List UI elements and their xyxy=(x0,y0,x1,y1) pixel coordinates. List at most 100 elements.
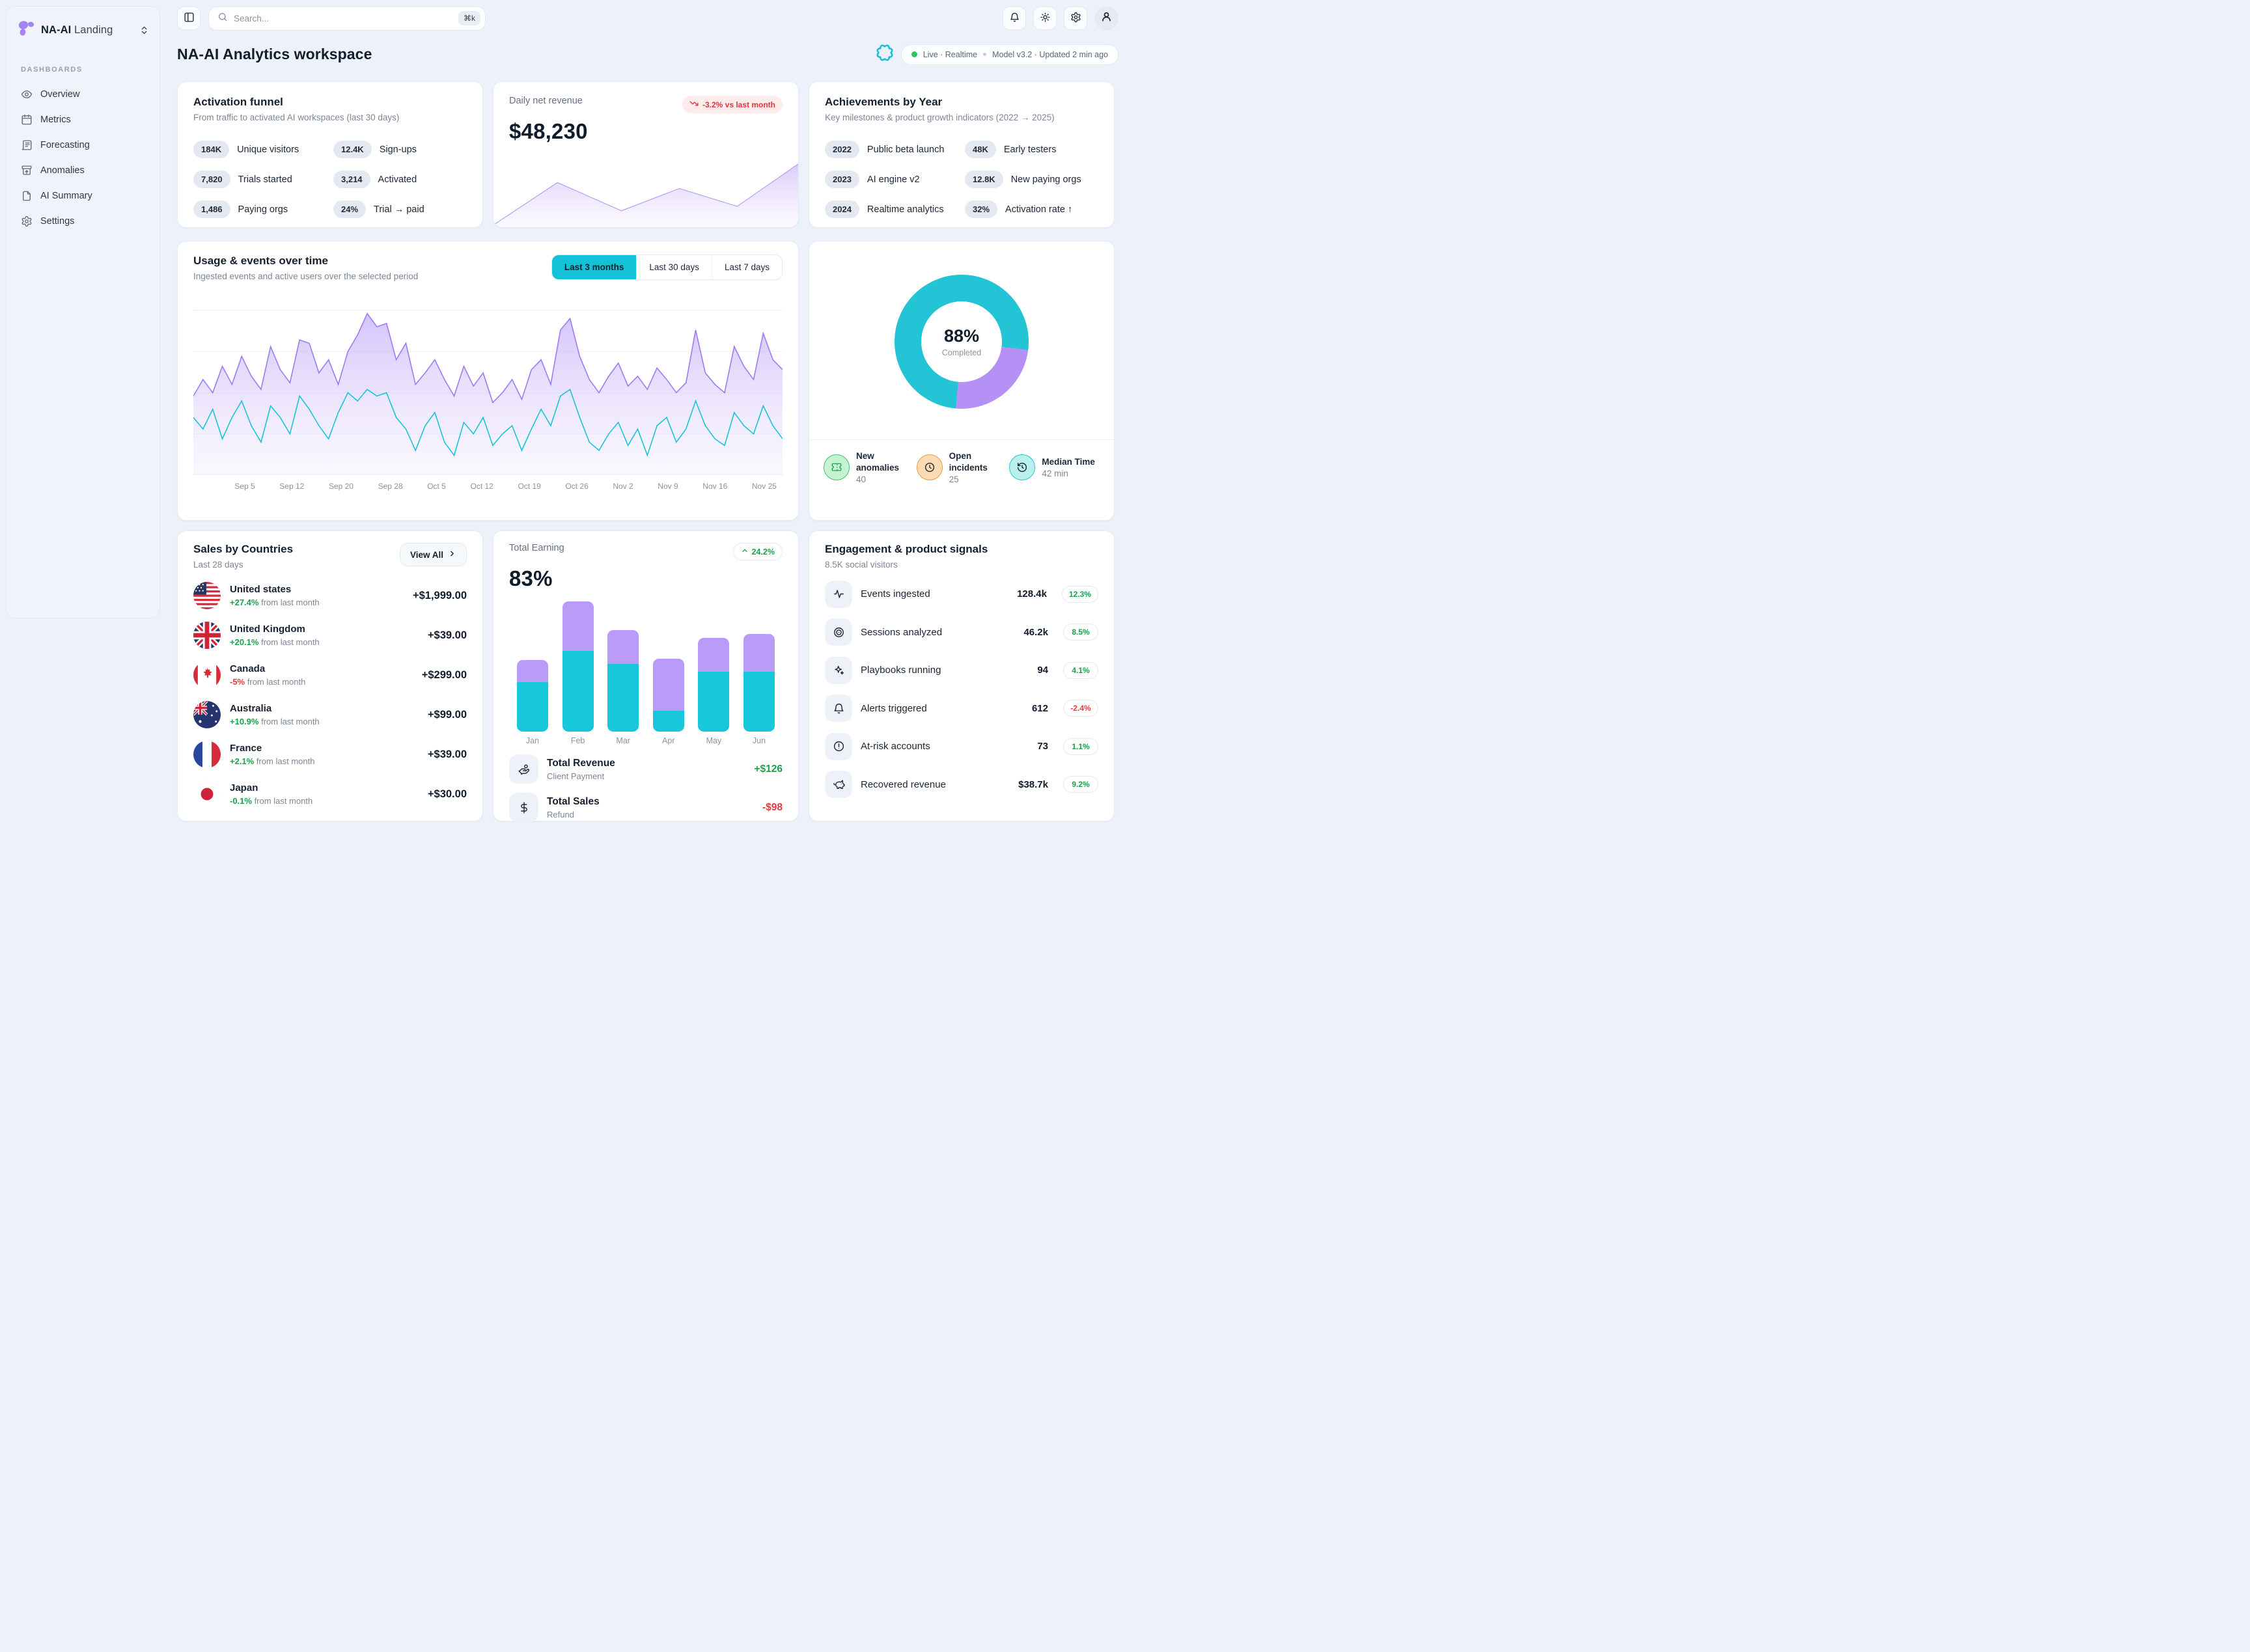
user-avatar[interactable] xyxy=(1094,6,1118,31)
activity-icon xyxy=(825,580,852,608)
sidebar-item-overview[interactable]: Overview xyxy=(16,83,150,106)
usage-header: Usage & events over time Ingested events… xyxy=(193,255,783,281)
country-amount: +$99.00 xyxy=(427,708,467,721)
piggy-bank-icon xyxy=(825,771,852,798)
country-amount: +$39.00 xyxy=(427,629,467,641)
earning-delta-badge: 24.2% xyxy=(732,543,783,560)
delta-pill: 8.5% xyxy=(1063,624,1098,640)
notifications-button[interactable] xyxy=(1003,7,1026,30)
engagement-row-playbooks: Playbooks running 94 4.1% xyxy=(825,656,1098,684)
engagement-row-alerts: Alerts triggered 612 -2.4% xyxy=(825,695,1098,722)
delta-pill: 12.3% xyxy=(1061,585,1098,603)
delta-pill: 1.1% xyxy=(1063,737,1098,755)
bell-icon xyxy=(1009,12,1020,25)
sidebar-item-settings[interactable]: Settings xyxy=(16,210,150,233)
bell-icon xyxy=(825,695,852,722)
country-amount: +$1,999.00 xyxy=(412,589,467,601)
funnel-stat: 24% Trial → paid xyxy=(333,200,467,218)
topbar-actions xyxy=(1003,6,1118,31)
chevron-up-icon xyxy=(741,547,749,557)
sidebar-item-ai-summary[interactable]: AI Summary xyxy=(16,184,150,208)
revenue-label: Daily net revenue xyxy=(509,96,583,106)
theme-toggle-button[interactable] xyxy=(1033,7,1057,30)
sidebar-item-forecasting[interactable]: Forecasting xyxy=(16,133,150,157)
completion-value: 88% xyxy=(943,326,980,346)
eye-icon xyxy=(21,89,33,100)
workspace-switcher[interactable]: NA-AI Landing xyxy=(16,17,150,44)
search-bar[interactable]: ⌘k xyxy=(208,6,486,31)
sidebar-toggle-button[interactable] xyxy=(177,7,201,30)
row-amount: +$126 xyxy=(754,763,783,775)
card-subtitle: 8.5K social visitors xyxy=(825,560,898,570)
sync-flower-icon xyxy=(875,43,895,66)
country-row-australia: Australia +10.9% from last month +$99.00 xyxy=(193,701,467,728)
delta-pill: 9.2% xyxy=(1063,776,1098,793)
user-icon xyxy=(1100,10,1113,26)
live-status-pill: Live · Realtime Model v3.2 · Updated 2 m… xyxy=(900,44,1118,65)
page-header: NA-AI Analytics workspace Live · Realtim… xyxy=(177,43,1118,66)
sidebar-item-metrics[interactable]: Metrics xyxy=(16,108,150,131)
earning-header: Total Earning 24.2% xyxy=(509,543,783,560)
engagement-row-recovered: Recovered revenue $38.7k 9.2% xyxy=(825,771,1098,798)
total-sales-row: Total Sales Refund -$98 xyxy=(509,793,783,822)
sidebar: NA-AI Landing DASHBOARDS Overview Metric… xyxy=(6,6,160,618)
engagement-row-sessions: Sessions analyzed 46.2k 8.5% xyxy=(825,618,1098,646)
flag-france-icon xyxy=(193,741,221,768)
card-subtitle: Key milestones & product growth indicato… xyxy=(825,113,1055,122)
live-status-text: Live · Realtime xyxy=(923,49,978,59)
clock-icon xyxy=(916,454,943,481)
sparkles-icon xyxy=(825,656,852,684)
achievements-card: Achievements by Year Key milestones & pr… xyxy=(809,81,1115,228)
sidebar-nav: Overview Metrics Forecasting Anomalies A… xyxy=(16,83,150,233)
history-icon xyxy=(1009,454,1036,481)
card-title: Usage & events over time xyxy=(193,255,328,267)
achievement-stat: 12.8K New paying orgs xyxy=(965,171,1098,188)
search-input[interactable] xyxy=(234,13,452,23)
earning-bar-chart xyxy=(509,600,783,732)
engagement-row-events: Events ingested 128.4k 12.3% xyxy=(825,580,1098,608)
flag-australia-icon xyxy=(193,701,221,728)
completion-label: Completed xyxy=(941,348,982,357)
funnel-stat: 3,214 Activated xyxy=(333,171,467,188)
gear-icon xyxy=(21,215,33,227)
engagement-row-at-risk: At-risk accounts 73 1.1% xyxy=(825,732,1098,760)
brand-name: NA-AI Landing xyxy=(41,24,113,36)
tab-last-7-days[interactable]: Last 7 days xyxy=(711,255,782,279)
row-amount: -$98 xyxy=(762,801,783,813)
revenue-header: Daily net revenue -3.2% vs last month xyxy=(509,96,783,113)
daily-net-revenue-card: Daily net revenue -3.2% vs last month $4… xyxy=(493,81,799,228)
tab-last-30-days[interactable]: Last 30 days xyxy=(636,255,712,279)
total-revenue-row: Total Revenue Client Payment +$126 xyxy=(509,754,783,784)
card-subtitle: Last 28 days xyxy=(193,560,243,570)
achievement-stats: 2022 Public beta launch 48K Early testers … xyxy=(825,141,1098,218)
completion-stats: New anomalies 40 Open incidents 25 Median … xyxy=(822,450,1101,484)
achievement-stat: 48K Early testers xyxy=(965,141,1098,158)
funnel-stat: 1,486 Paying orgs xyxy=(193,200,327,218)
dollar-icon xyxy=(509,793,538,822)
country-row-uk: United Kingdom +20.1% from last month +$… xyxy=(193,622,467,649)
country-amount: +$39.00 xyxy=(427,748,467,760)
sidebar-item-anomalies[interactable]: Anomalies xyxy=(16,159,150,182)
usage-x-axis: Sep 5 Sep 12 Sep 20 Sep 28 Oct 5 Oct 12 Oct 19… xyxy=(234,482,777,491)
archive-up-icon xyxy=(21,165,33,176)
alert-circle-icon xyxy=(825,732,852,760)
revenue-sparkline xyxy=(493,149,798,227)
usage-events-card: Usage & events over time Ingested events… xyxy=(177,241,799,521)
model-status-text: Model v3.2 · Updated 2 min ago xyxy=(992,49,1108,59)
revenue-value: $48,230 xyxy=(509,119,588,143)
usage-chart xyxy=(193,294,783,475)
sidebar-section-label: DASHBOARDS xyxy=(21,66,83,74)
delta-pill: 4.1% xyxy=(1063,661,1098,679)
chevrons-up-down-icon xyxy=(139,25,149,35)
dashboard-page: NA-AI Landing DASHBOARDS Overview Metric… xyxy=(0,0,1125,826)
flag-uk-icon xyxy=(193,622,221,649)
calendar-icon xyxy=(21,114,33,126)
newspaper-icon xyxy=(21,139,33,151)
settings-button[interactable] xyxy=(1064,7,1087,30)
stat-new-anomalies: New anomalies 40 xyxy=(822,450,915,484)
sales-header: Sales by Countries Last 28 days View All xyxy=(193,543,467,570)
tab-last-3-months[interactable]: Last 3 months xyxy=(551,255,637,279)
card-subtitle: From traffic to activated AI workspaces … xyxy=(193,113,400,122)
stat-open-incidents: Open incidents 25 xyxy=(915,450,1008,484)
view-all-button[interactable]: View All xyxy=(399,543,467,566)
